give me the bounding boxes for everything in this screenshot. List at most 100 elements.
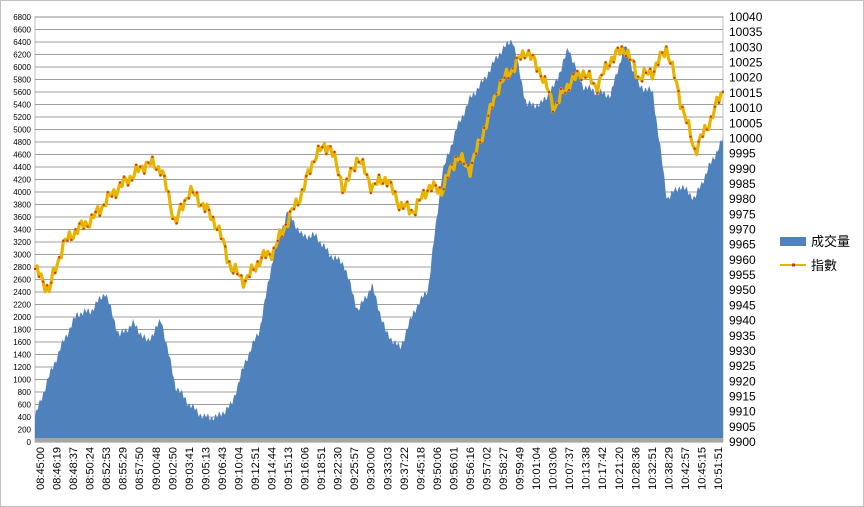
index-marker <box>475 152 478 155</box>
index-marker <box>398 209 401 211</box>
left-axis-tick-label: 6400 <box>13 38 31 47</box>
x-axis-tick-label: 08:45:00 <box>35 447 47 490</box>
left-axis-tick-label: 5000 <box>13 126 31 135</box>
right-axis-tick-label: 9960 <box>729 253 756 267</box>
right-axis-tick-label: 9915 <box>729 389 756 403</box>
index-marker <box>228 260 231 263</box>
index-marker <box>653 70 656 73</box>
index-marker <box>382 182 384 185</box>
x-axis-tick-label: 09:50:06 <box>432 447 444 490</box>
index-marker <box>361 158 364 161</box>
index-marker <box>325 152 328 155</box>
index-marker <box>252 268 255 271</box>
right-axis-tick-label: 9990 <box>729 162 756 176</box>
x-axis-tick-label: 10:01:04 <box>531 447 543 490</box>
index-marker <box>374 182 376 185</box>
right-axis-tick-label: 10030 <box>729 40 763 54</box>
index-marker <box>572 73 575 76</box>
index-marker <box>637 75 639 78</box>
x-axis-tick-label: 10:07:37 <box>564 447 576 490</box>
x-axis-tick-label: 08:55:29 <box>118 447 130 490</box>
x-axis-tick-label: 08:48:37 <box>68 447 80 490</box>
index-marker <box>90 213 93 216</box>
legend-swatch-volume <box>780 237 806 246</box>
index-marker <box>127 184 130 187</box>
index-marker <box>390 181 393 184</box>
x-axis-tick-label: 10:45:15 <box>697 447 709 490</box>
index-marker <box>410 209 413 212</box>
index-marker <box>442 188 445 191</box>
left-axis-tick-label: 6000 <box>13 63 31 72</box>
index-marker <box>94 210 97 213</box>
left-axis-tick-label: 4800 <box>13 138 31 147</box>
index-marker <box>450 163 453 166</box>
index-marker <box>560 88 563 90</box>
index-marker <box>697 140 700 143</box>
index-marker <box>483 126 486 129</box>
right-axis-tick-label: 9900 <box>729 435 756 449</box>
index-marker <box>649 67 652 70</box>
index-marker <box>628 58 631 61</box>
x-axis-tick-label: 09:03:41 <box>184 447 196 490</box>
index-marker <box>552 110 554 113</box>
index-marker <box>220 237 223 240</box>
index-marker <box>438 186 441 189</box>
index-marker <box>66 239 69 242</box>
index-marker <box>42 280 45 283</box>
x-axis-tick-label: 10:03:06 <box>548 447 560 490</box>
x-axis-tick-label: 09:59:49 <box>515 447 527 490</box>
volume-baseline <box>35 438 723 442</box>
x-axis-tick-label: 08:57:50 <box>134 447 146 490</box>
index-marker <box>195 191 198 194</box>
index-marker <box>556 101 559 104</box>
index-marker <box>511 67 514 70</box>
index-marker <box>248 275 251 278</box>
x-axis-tick-label: 09:18:51 <box>316 447 328 490</box>
index-marker <box>297 204 300 207</box>
index-marker <box>349 167 352 170</box>
index-marker <box>216 228 219 231</box>
index-marker <box>673 76 676 79</box>
index-marker <box>539 75 542 78</box>
index-marker <box>301 188 304 191</box>
index-marker <box>515 57 518 59</box>
right-axis-tick-label: 10000 <box>729 131 763 145</box>
index-marker <box>689 135 692 138</box>
index-marker <box>369 191 372 194</box>
right-axis-tick-label: 9935 <box>729 329 756 343</box>
x-axis-tick-label: 09:10:04 <box>233 447 245 490</box>
index-marker <box>280 235 283 238</box>
index-marker <box>641 80 644 83</box>
index-marker <box>260 256 263 259</box>
index-marker <box>284 223 287 226</box>
index-marker <box>645 71 648 74</box>
index-marker <box>709 115 712 118</box>
index-marker <box>527 49 530 52</box>
index-marker <box>208 209 210 211</box>
index-marker <box>422 189 425 192</box>
index-marker <box>548 91 550 94</box>
index-marker <box>471 161 474 164</box>
index-marker <box>507 77 510 80</box>
left-axis-tick-label: 0 <box>27 438 32 447</box>
right-axis-tick-label: 9920 <box>729 374 756 388</box>
index-marker <box>337 174 340 176</box>
index-marker <box>171 217 174 220</box>
index-marker <box>106 191 109 194</box>
left-axis-tick-label: 2600 <box>13 276 31 285</box>
right-axis-tick-label: 10025 <box>729 56 763 70</box>
index-marker <box>386 185 389 188</box>
index-marker <box>713 105 716 108</box>
index-marker <box>240 274 243 277</box>
index-marker <box>365 173 368 176</box>
right-axis-tick-label: 10035 <box>729 25 763 39</box>
left-axis-tick-label: 3800 <box>13 201 31 210</box>
index-marker <box>604 61 607 64</box>
left-axis-tick-label: 200 <box>18 426 32 435</box>
index-marker <box>98 214 101 217</box>
index-marker <box>596 91 599 94</box>
index-marker <box>612 61 615 64</box>
index-marker <box>705 128 708 131</box>
left-axis-tick-label: 4400 <box>13 163 31 172</box>
